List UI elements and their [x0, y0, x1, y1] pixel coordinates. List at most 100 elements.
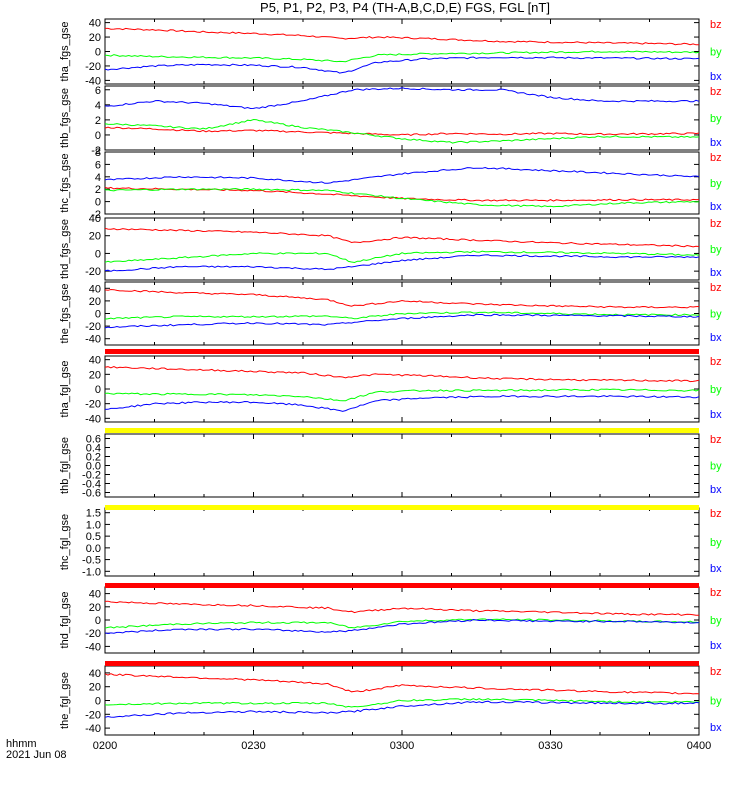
chart-title: P5, P1, P2, P3, P4 (TH-A,B,C,D,E) FGS, F…: [260, 0, 550, 15]
series-bz-line: [104, 227, 700, 248]
panel-tha-fgl-gse: 40 20 0 -20 -40 tha_fgl_gse bz by bx: [59, 355, 722, 426]
legend-by: by: [710, 47, 722, 59]
panel-thb-fgs-gse: 6 4 2 0 -2 thb_fgs_gse bz by bx: [59, 85, 722, 157]
y-tick-label: 0: [95, 130, 101, 142]
y-tick-label: 0.4: [86, 443, 101, 455]
legend-by: by: [710, 113, 722, 125]
series-by-line: [104, 618, 700, 629]
y-tick-label: 40: [89, 283, 101, 295]
y-tick-label: -40: [85, 334, 101, 346]
series-bz-line: [104, 600, 699, 616]
panel-ylabel: thc_fgs_gse: [59, 153, 71, 212]
y-tick-label: 40: [89, 589, 101, 601]
series-bz-line: [105, 27, 699, 46]
panel-ylabel: tha_fgl_gse: [59, 361, 71, 418]
y-tick-label: 40: [89, 18, 101, 30]
legend-bx: bx: [710, 71, 722, 83]
series-by-line: [104, 311, 699, 320]
x-axis: 0200 0230 0300 0330 0400: [93, 740, 711, 752]
y-tick-label: 40: [89, 668, 101, 680]
y-tick-label: -0.6: [82, 488, 101, 500]
panel-thd-fgs-gse: 40 20 0 -20 thd_fgs_gse bz by bx: [59, 213, 722, 281]
legend-bz: bz: [710, 19, 722, 31]
y-tick-label: -0.4: [82, 479, 101, 491]
legend-by: by: [710, 696, 722, 708]
series-bx-line: [104, 394, 700, 412]
panel-ylabel: thd_fgs_gse: [59, 219, 71, 279]
status-bar-yellow: [105, 428, 699, 433]
y-tick-label: 0: [95, 47, 101, 59]
x-tick-label: 0300: [390, 740, 414, 752]
series-bz-line: [104, 365, 700, 383]
series-by-line: [104, 50, 700, 63]
status-bar-yellow: [105, 505, 699, 510]
y-tick-label: -40: [85, 723, 101, 735]
legend-bz: bz: [710, 152, 722, 164]
legend-bz: bz: [710, 86, 722, 98]
y-tick-label: 8: [95, 147, 101, 159]
y-tick-label: 20: [89, 32, 101, 44]
y-tick-label: -20: [85, 399, 101, 411]
series-bz-line: [104, 673, 700, 695]
legend-by: by: [710, 309, 722, 321]
y-tick-label: -0.2: [82, 470, 101, 482]
y-tick-label: 0: [95, 309, 101, 321]
panel-frame: [104, 217, 700, 281]
series-bx-line: [104, 700, 700, 718]
legend-bx: bx: [710, 722, 722, 734]
y-tick-label: -2: [91, 145, 101, 157]
series-bx-line: [104, 618, 700, 635]
legend-bz: bz: [710, 218, 722, 230]
panel-ylabel: tha_fgs_gse: [59, 22, 71, 82]
y-tick-label: -1.0: [82, 566, 101, 578]
legend-bz: bz: [710, 356, 722, 368]
y-tick-label: 6: [95, 159, 101, 171]
y-tick-label: 0: [95, 615, 101, 627]
y-tick-label: -20: [85, 709, 101, 721]
series-bz-line: [104, 186, 699, 202]
y-tick-label: 2: [95, 184, 101, 196]
x-tick-label: 0230: [241, 740, 265, 752]
series-by-line: [104, 698, 700, 708]
legend-bz: bz: [710, 282, 722, 294]
panel-ylabel: thd_fgl_gse: [59, 592, 71, 649]
series-bx-line: [104, 87, 700, 110]
legend-by: by: [710, 244, 722, 256]
y-tick-label: 20: [89, 231, 101, 243]
date-label: 2021 Jun 08: [6, 749, 67, 761]
x-tick-label: 0330: [538, 740, 562, 752]
legend-bx: bx: [710, 201, 722, 213]
legend-bx: bx: [710, 137, 722, 149]
y-tick-label: -40: [85, 641, 101, 653]
series-bx-line: [104, 56, 700, 74]
panel-ylabel: thc_fgl_gse: [59, 514, 71, 570]
x-tick-label: 0200: [93, 740, 117, 752]
series-by-line: [104, 118, 700, 144]
y-tick-label: -20: [85, 266, 101, 278]
panel-ylabel: the_fgl_gse: [59, 672, 71, 729]
legend-by: by: [710, 537, 722, 549]
panel-the-fgl-gse: 40 20 0-20 -40 the_fgl_gse bz by bx: [59, 665, 722, 736]
y-tick-label: -2: [91, 209, 101, 221]
series-by-line: [104, 388, 700, 402]
y-tick-label: 1.0: [86, 519, 101, 531]
series-bx-line: [104, 313, 700, 329]
legend-by: by: [710, 461, 722, 473]
panel-frame: [104, 433, 700, 498]
y-tick-label: 0: [95, 197, 101, 209]
legend-bx: bx: [710, 332, 722, 344]
y-tick-label: 20: [89, 296, 101, 308]
x-tick-label: 0400: [687, 740, 711, 752]
y-tick-label: 2: [95, 115, 101, 127]
legend-bx: bx: [710, 484, 722, 496]
y-tick-label: -40: [85, 413, 101, 425]
y-tick-label: 20: [89, 369, 101, 381]
panel-ylabel: thb_fgs_gse: [59, 88, 71, 148]
status-bar-red: [105, 349, 699, 354]
y-tick-label: 0: [95, 248, 101, 260]
y-tick-label: -40: [85, 75, 101, 87]
